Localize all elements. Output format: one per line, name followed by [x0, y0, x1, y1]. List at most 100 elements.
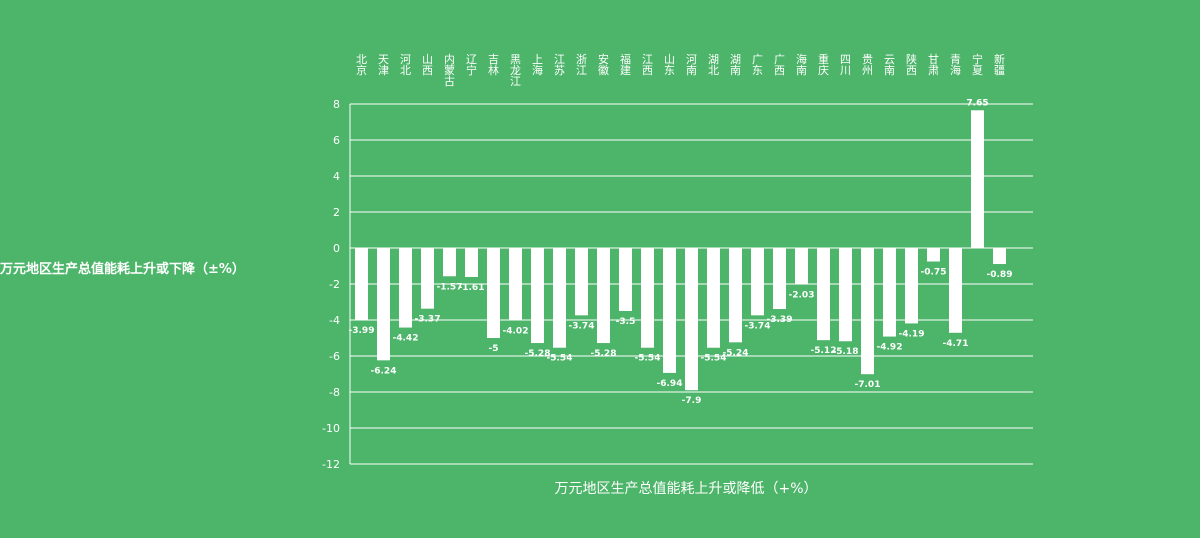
data-label: -3.39 — [767, 315, 793, 325]
data-label: -5 — [489, 344, 499, 354]
bar — [641, 248, 654, 348]
bar — [377, 248, 390, 361]
category-label: 甘肃 — [928, 53, 939, 77]
data-label: -5.28 — [591, 349, 617, 359]
bar — [619, 248, 632, 311]
bar — [971, 110, 984, 248]
y-tick-labels: 8 6 4 2 0 -2 -4 -6 -8 -10 -12 — [322, 98, 340, 471]
y-tick-label: -4 — [329, 314, 340, 327]
data-label: -3.37 — [415, 315, 441, 325]
bar — [817, 248, 830, 341]
bar — [443, 248, 456, 277]
bar — [399, 248, 412, 328]
bar — [949, 248, 962, 333]
x-axis-title: 万元地区生产总值能耗上升或降低（+%） — [554, 481, 818, 497]
category-label: 四川 — [840, 53, 851, 77]
category-label: 湖北 — [708, 53, 719, 77]
bar — [531, 248, 544, 344]
category-labels: 北京天津河北山西内蒙古辽宁吉林黑龙江上海江苏浙江安徽福建江西山东河南湖北湖南广东… — [356, 52, 1005, 88]
bars — [355, 110, 1006, 391]
y-tick-label: -6 — [329, 350, 340, 363]
category-label: 山西 — [422, 53, 433, 77]
category-label: 青海 — [950, 53, 961, 77]
bar — [905, 248, 918, 324]
y-tick-label: 2 — [333, 206, 340, 219]
bar — [509, 248, 522, 321]
category-label: 江苏 — [554, 53, 565, 77]
data-label: -5.54 — [701, 354, 727, 364]
category-label: 重庆 — [818, 52, 829, 77]
category-label: 安徽 — [598, 52, 609, 77]
y-tick-label: -2 — [329, 278, 340, 291]
data-label: -4.71 — [943, 339, 969, 349]
data-label: -4.19 — [899, 329, 925, 339]
category-label: 天津 — [378, 53, 389, 77]
y-tick-label: -10 — [322, 422, 340, 435]
data-label: -5.12 — [811, 346, 837, 356]
bar — [685, 248, 698, 391]
category-label: 广东 — [752, 53, 763, 77]
category-label: 海南 — [796, 52, 807, 77]
bar — [663, 248, 676, 373]
category-label: 浙江 — [576, 53, 587, 77]
category-label: 广西 — [774, 53, 785, 77]
bar — [729, 248, 742, 343]
category-label: 吉林 — [488, 53, 499, 77]
bar — [597, 248, 610, 344]
data-label: -1.57 — [437, 282, 463, 292]
bar — [751, 248, 764, 316]
data-labels: -3.99 -6.24 -4.42 -3.37 -1.57-1.61 -5 -4.02 -5.… — [349, 98, 1013, 406]
bar — [993, 248, 1006, 265]
category-label: 河北 — [400, 53, 411, 77]
bar — [773, 248, 786, 310]
category-label: 福建 — [620, 52, 631, 77]
y-tick-label: -8 — [329, 386, 340, 399]
bar — [575, 248, 588, 316]
data-label: -6.94 — [657, 379, 683, 389]
data-label: -5.54 — [635, 354, 661, 364]
category-label: 北京 — [356, 53, 367, 77]
grid-lines — [349, 103, 1033, 465]
bar — [707, 248, 720, 348]
data-label: -1.61 — [459, 283, 485, 293]
data-label: -3.74 — [745, 321, 771, 331]
category-label: 河南 — [686, 53, 697, 77]
data-label: -5.18 — [833, 347, 859, 357]
bar — [927, 248, 940, 262]
bar — [883, 248, 896, 337]
bar — [465, 248, 478, 277]
category-label: 山东 — [664, 53, 675, 77]
category-label: 云南 — [884, 53, 895, 77]
bar — [839, 248, 852, 342]
bar — [861, 248, 874, 375]
data-label: -4.02 — [503, 326, 529, 336]
category-label: 辽宁 — [466, 53, 477, 77]
data-label: -4.92 — [877, 343, 903, 353]
bar — [421, 248, 434, 309]
data-label: -0.75 — [921, 268, 947, 278]
y-tick-label: 6 — [333, 134, 340, 147]
category-label: 湖南 — [730, 53, 741, 77]
data-label: -3.74 — [569, 321, 595, 331]
data-label: -3.5 — [616, 317, 636, 327]
bar — [487, 248, 500, 338]
category-label: 上海 — [532, 53, 543, 77]
category-label: 宁夏 — [972, 52, 983, 77]
y-tick-label: 0 — [333, 242, 340, 255]
category-label: 黑龙江 — [510, 53, 521, 88]
data-label: -5.24 — [723, 348, 749, 358]
category-label: 江西 — [642, 53, 653, 77]
data-label: -3.99 — [349, 326, 375, 336]
data-label: -2.03 — [789, 291, 815, 301]
category-label: 贵州 — [862, 53, 873, 77]
data-label: -4.42 — [393, 334, 419, 344]
y-tick-label: 4 — [333, 170, 340, 183]
data-label: -7.01 — [855, 380, 881, 390]
y-tick-label: -12 — [322, 458, 340, 471]
category-label: 新疆 — [994, 52, 1005, 77]
data-label: -6.24 — [371, 366, 397, 376]
data-label: -0.89 — [987, 270, 1013, 280]
data-label: 7.65 — [966, 98, 988, 108]
category-label: 陕西 — [906, 52, 917, 77]
